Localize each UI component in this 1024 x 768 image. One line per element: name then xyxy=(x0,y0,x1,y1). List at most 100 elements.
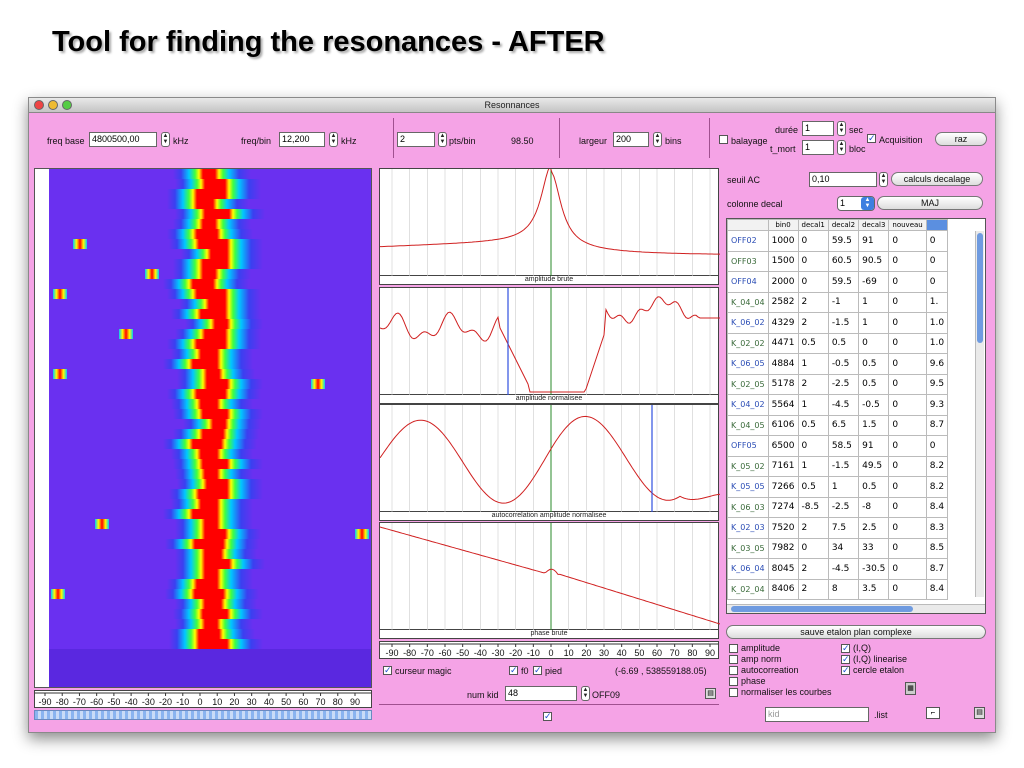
table-cell[interactable]: 8.2 xyxy=(925,476,949,498)
table-cell[interactable]: 60.5 xyxy=(827,250,860,272)
table-row[interactable]: K_03_05 7982 0 34 33 0 8.5 xyxy=(727,537,949,559)
option-checkbox[interactable] xyxy=(729,688,738,697)
table-cell[interactable]: 8406 xyxy=(767,578,799,600)
table-row[interactable]: K_02_02 4471 0.5 0.5 0 0 1.0 xyxy=(727,332,949,354)
table-cell[interactable]: 7161 xyxy=(767,455,799,477)
table-cell[interactable]: 0.5 xyxy=(827,332,860,354)
heatmap-scrollbar[interactable] xyxy=(34,710,372,720)
raz-button[interactable]: raz xyxy=(935,132,987,146)
kid-list-input[interactable]: kid xyxy=(765,707,869,722)
table-cell[interactable]: 0 xyxy=(888,578,927,600)
option-checkbox[interactable] xyxy=(729,677,738,686)
table-row[interactable]: K_04_04 2582 2 -1 1 0 1. xyxy=(727,291,949,313)
table-cell[interactable]: -1 xyxy=(827,291,860,313)
kid-name-cell[interactable]: OFF04 xyxy=(727,271,769,293)
balayage-checkbox[interactable] xyxy=(719,135,728,144)
option-checkbox[interactable]: ✓ xyxy=(841,643,850,653)
kid-name-cell[interactable]: K_02_05 xyxy=(727,373,769,395)
table-cell[interactable]: 0 xyxy=(888,476,927,498)
table-cell[interactable]: 8.4 xyxy=(925,496,949,518)
chevron-updown-icon[interactable]: ▲ ▼ xyxy=(861,197,874,210)
option-checkbox[interactable]: ✓ xyxy=(841,665,850,675)
f0-checkbox[interactable]: ✓ xyxy=(509,665,518,675)
option-checkbox[interactable] xyxy=(729,666,738,675)
table-header[interactable] xyxy=(925,219,949,231)
table-cell[interactable]: 0 xyxy=(888,353,927,375)
table-cell[interactable]: 59.5 xyxy=(827,271,860,293)
table-cell[interactable]: 0 xyxy=(888,537,927,559)
save-list-icon[interactable]: ▤ xyxy=(974,707,985,719)
table-cell[interactable]: 0 xyxy=(925,250,949,272)
table-cell[interactable]: 59.5 xyxy=(827,230,860,252)
table-row[interactable]: K_06_03 7274 -8.5 -2.5 -8 0 8.4 xyxy=(727,496,949,518)
table-cell[interactable]: 5564 xyxy=(767,394,799,416)
table-cell[interactable]: 2 xyxy=(797,578,829,600)
table-cell[interactable]: 0.5 xyxy=(797,332,829,354)
table-cell[interactable]: 0.5 xyxy=(858,353,890,375)
table-cell[interactable]: 8.2 xyxy=(925,455,949,477)
kid-name-cell[interactable]: K_04_02 xyxy=(727,394,769,416)
table-cell[interactable]: -1.5 xyxy=(827,312,860,334)
table-cell[interactable]: 49.5 xyxy=(858,455,890,477)
calculs-decalage-button[interactable]: calculs decalage xyxy=(891,172,983,186)
table-cell[interactable]: 1500 xyxy=(767,250,799,272)
kid-name-cell[interactable]: OFF05 xyxy=(727,435,769,457)
table-cell[interactable]: 1.0 xyxy=(925,332,949,354)
table-cell[interactable]: 0 xyxy=(888,496,927,518)
table-cell[interactable]: -8 xyxy=(858,496,890,518)
table-cell[interactable]: -1.5 xyxy=(827,455,860,477)
table-v-scrollbar[interactable] xyxy=(975,231,984,597)
table-cell[interactable]: 6.5 xyxy=(827,414,860,436)
table-cell[interactable]: 8.7 xyxy=(925,558,949,580)
table-cell[interactable]: 0.5 xyxy=(858,476,890,498)
table-cell[interactable]: -4.5 xyxy=(827,558,860,580)
table-row[interactable]: K_02_05 5178 2 -2.5 0.5 0 9.5 xyxy=(727,373,949,395)
bottom-checkbox[interactable]: ✓ xyxy=(543,711,552,721)
num-kid-stepper[interactable]: ▲ ▼ xyxy=(581,686,590,701)
table-cell[interactable]: 0 xyxy=(858,332,890,354)
table-cell[interactable]: 0 xyxy=(888,250,927,272)
kid-name-cell[interactable]: K_05_05 xyxy=(727,476,769,498)
table-cell[interactable]: 8.3 xyxy=(925,517,949,539)
table-cell[interactable]: 0 xyxy=(888,271,927,293)
table-cell[interactable]: 0 xyxy=(888,291,927,313)
table-cell[interactable]: 7982 xyxy=(767,537,799,559)
table-cell[interactable]: 0 xyxy=(888,312,927,334)
maj-button[interactable]: MAJ xyxy=(877,196,983,210)
table-cell[interactable]: 0 xyxy=(797,435,829,457)
table-row[interactable]: K_06_04 8045 2 -4.5 -30.5 0 8.7 xyxy=(727,558,949,580)
kid-name-cell[interactable]: K_02_04 xyxy=(727,578,769,600)
table-cell[interactable]: -69 xyxy=(858,271,890,293)
kid-name-cell[interactable]: K_03_05 xyxy=(727,537,769,559)
table-cell[interactable]: 4884 xyxy=(767,353,799,375)
table-cell[interactable]: 5178 xyxy=(767,373,799,395)
kid-name-cell[interactable]: K_06_03 xyxy=(727,496,769,518)
table-cell[interactable]: 2 xyxy=(797,373,829,395)
table-cell[interactable]: 0 xyxy=(888,394,927,416)
table-cell[interactable]: 7274 xyxy=(767,496,799,518)
table-cell[interactable]: 90.5 xyxy=(858,250,890,272)
folder-icon[interactable]: ⌐ xyxy=(926,707,940,719)
kid-name-cell[interactable]: K_04_05 xyxy=(727,414,769,436)
table-row[interactable]: OFF05 6500 0 58.5 91 0 0 xyxy=(727,435,949,457)
duree-input[interactable]: 1 xyxy=(802,121,834,136)
table-row[interactable]: K_02_04 8406 2 8 3.5 0 8.4 xyxy=(727,578,949,600)
table-v-scroll-thumb[interactable] xyxy=(977,233,983,343)
table-header[interactable]: nouveau xyxy=(888,219,927,231)
calculator-icon[interactable]: ▦ xyxy=(905,682,916,695)
table-row[interactable]: K_05_05 7266 0.5 1 0.5 0 8.2 xyxy=(727,476,949,498)
freq-base-stepper[interactable]: ▲ ▼ xyxy=(161,132,170,147)
table-cell[interactable]: 9.5 xyxy=(925,373,949,395)
table-cell[interactable]: 1 xyxy=(858,291,890,313)
table-cell[interactable]: 1.5 xyxy=(858,414,890,436)
table-header[interactable]: decal3 xyxy=(858,219,890,231)
num-kid-input[interactable]: 48 xyxy=(505,686,577,701)
table-cell[interactable]: -0.5 xyxy=(858,394,890,416)
table-cell[interactable]: 0 xyxy=(797,230,829,252)
kid-name-cell[interactable]: K_06_02 xyxy=(727,312,769,334)
table-cell[interactable]: 7520 xyxy=(767,517,799,539)
minimize-icon[interactable] xyxy=(48,100,58,110)
sauve-etalon-button[interactable]: sauve etalon plan complexe xyxy=(726,625,986,639)
kid-name-cell[interactable]: OFF02 xyxy=(727,230,769,252)
duree-stepper[interactable]: ▲ ▼ xyxy=(837,121,846,136)
